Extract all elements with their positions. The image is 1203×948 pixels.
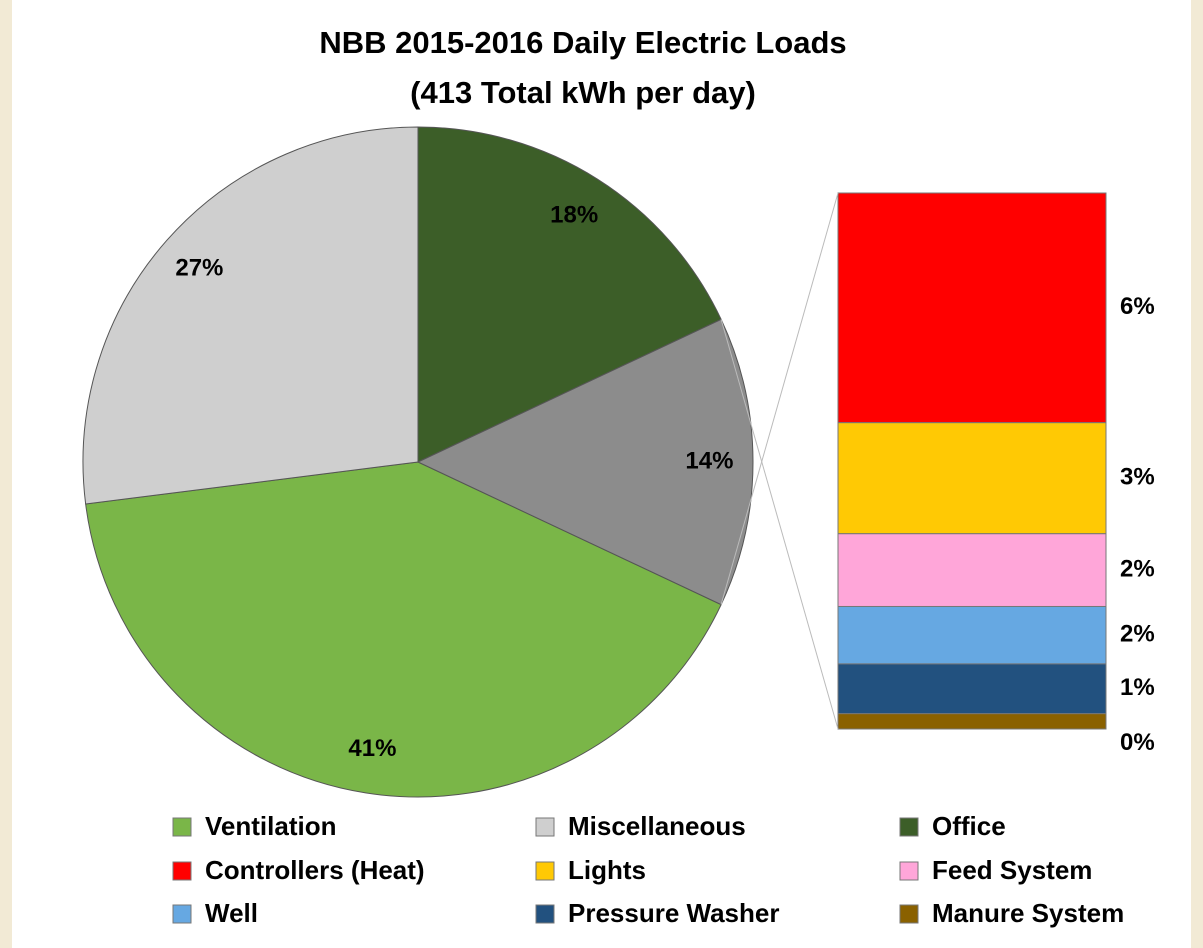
legend-swatch <box>535 861 555 881</box>
legend-swatch <box>172 817 192 837</box>
legend-swatch <box>899 817 919 837</box>
pie-slice <box>85 461 722 798</box>
legend-label: Pressure Washer <box>568 898 779 928</box>
connector-line <box>720 192 839 605</box>
legend-label: Controllers (Heat) <box>205 855 425 885</box>
chart-title: NBB 2015-2016 Daily Electric Loads <box>319 25 846 60</box>
legend-swatch <box>535 904 555 924</box>
data-label: 6% <box>1120 293 1155 320</box>
data-label: 2% <box>1120 621 1155 648</box>
legend-swatch <box>172 904 192 924</box>
data-label: 14% <box>685 447 733 474</box>
bar-segment <box>837 605 1107 665</box>
bar-segment <box>837 192 1107 424</box>
legend-label: Well <box>205 898 258 928</box>
data-label: 27% <box>175 255 223 282</box>
chart-subtitle: (413 Total kWh per day) <box>410 75 756 110</box>
data-label: 1% <box>1120 674 1155 701</box>
legend-label: Manure System <box>932 898 1124 928</box>
connector-line <box>720 319 839 730</box>
bar-segment <box>837 663 1107 715</box>
legend-label: Feed System <box>932 855 1092 885</box>
legend-label: Lights <box>568 855 646 885</box>
pie-slice <box>417 126 722 463</box>
pie-slice <box>416 318 754 606</box>
bar-segment <box>837 533 1107 607</box>
pie-slice <box>82 126 419 505</box>
data-label: 41% <box>348 735 396 762</box>
legend-label: Office <box>932 811 1006 841</box>
data-label: 2% <box>1120 555 1155 582</box>
data-label: 18% <box>550 201 598 228</box>
bar-segment <box>837 713 1107 730</box>
legend-swatch <box>899 904 919 924</box>
data-label: 0% <box>1120 729 1155 756</box>
legend-label: Ventilation <box>205 811 336 841</box>
data-label: 3% <box>1120 464 1155 491</box>
legend-swatch <box>899 861 919 881</box>
bar-segment <box>837 422 1107 535</box>
legend-swatch <box>535 817 555 837</box>
legend-label: Miscellaneous <box>568 811 746 841</box>
legend-swatch <box>172 861 192 881</box>
